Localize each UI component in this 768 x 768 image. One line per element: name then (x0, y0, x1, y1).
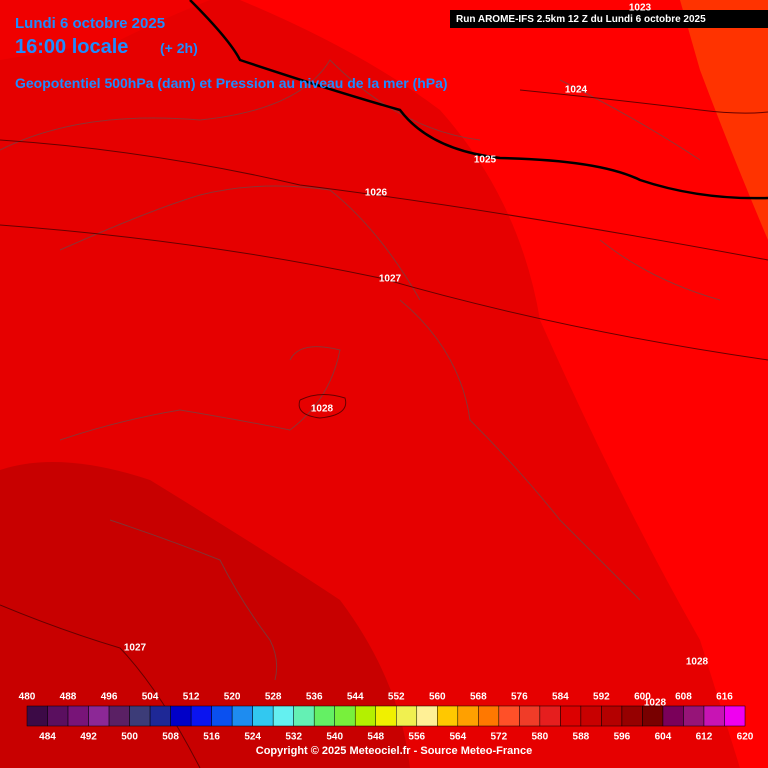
colorbar-swatch (498, 705, 520, 727)
colorbar-label: 616 (716, 692, 733, 703)
colorbar-swatch (334, 705, 356, 727)
colorbar-swatch (149, 705, 171, 727)
colorbar-label: 588 (573, 732, 590, 743)
isobar-label: 1028 (686, 657, 709, 668)
time-offset: (+ 2h) (160, 40, 198, 56)
colorbar-swatch (354, 705, 376, 727)
colorbar-swatch (375, 705, 397, 727)
colorbar-label: 568 (470, 692, 487, 703)
colorbar-label: 492 (80, 732, 97, 743)
colorbar-swatch (703, 705, 725, 727)
colorbar-label: 548 (367, 732, 384, 743)
colorbar-label: 516 (203, 732, 220, 743)
colorbar-label: 504 (142, 692, 159, 703)
colorbar-label: 520 (224, 692, 241, 703)
colorbar-label: 532 (285, 732, 302, 743)
colorbar-swatch (457, 705, 479, 727)
colorbar-swatch (293, 705, 315, 727)
field-zone (0, 0, 210, 60)
run-info: Run AROME-IFS 2.5km 12 Z du Lundi 6 octo… (456, 14, 706, 25)
colorbar-label: 500 (121, 732, 138, 743)
colorbar-label: 512 (183, 692, 200, 703)
colorbar-label: 528 (265, 692, 282, 703)
colorbar-label: 484 (39, 732, 56, 743)
colorbar-swatch (313, 705, 335, 727)
colorbar-label: 552 (388, 692, 405, 703)
colorbar-swatch (416, 705, 438, 727)
colorbar-label: 608 (675, 692, 692, 703)
isobar-label: 1027 (379, 274, 402, 285)
colorbar-swatch (478, 705, 500, 727)
colorbar-swatch (519, 705, 541, 727)
colorbar-label: 564 (449, 732, 466, 743)
colorbar-swatch (190, 705, 212, 727)
colorbar-label: 540 (326, 732, 343, 743)
colorbar-swatch (252, 705, 274, 727)
date: Lundi 6 octobre 2025 (15, 15, 165, 32)
field-zone (0, 462, 410, 768)
field-zone (680, 0, 768, 240)
isobar-label: 1025 (474, 155, 497, 166)
colorbar-swatch (580, 705, 602, 727)
colorbar-swatch (539, 705, 561, 727)
colorbar-label: 536 (306, 692, 323, 703)
colorbar-swatch (396, 705, 418, 727)
isobar-label: 1023 (629, 3, 652, 14)
colorbar-label: 592 (593, 692, 610, 703)
isobar-label: 1026 (365, 188, 388, 199)
colorbar-label: 620 (737, 732, 754, 743)
colorbar-label: 488 (60, 692, 77, 703)
colorbar-swatch (211, 705, 233, 727)
colorbar-label: 612 (696, 732, 713, 743)
colorbar-swatch (67, 705, 89, 727)
colorbar-label: 556 (408, 732, 425, 743)
colorbar-swatch (437, 705, 459, 727)
colorbar-swatch (642, 705, 664, 727)
time: 16:00 locale (15, 36, 128, 58)
colorbar-label: 604 (655, 732, 672, 743)
colorbar-swatch (26, 705, 48, 727)
colorbar-label: 600 (634, 692, 651, 703)
colorbar-label: 544 (347, 692, 364, 703)
copyright: Copyright © 2025 Meteociel.fr - Source M… (256, 745, 532, 757)
colorbar-swatch (724, 705, 746, 727)
colorbar-label: 596 (614, 732, 631, 743)
colorbar-swatch (662, 705, 684, 727)
colorbar-label: 572 (490, 732, 507, 743)
run-banner (450, 10, 768, 28)
colorbar-swatch (601, 705, 623, 727)
isobar-label: 1024 (565, 85, 588, 96)
colorbar-swatch (129, 705, 151, 727)
isobar-label: 1027 (124, 643, 147, 654)
colorbar-swatch (108, 705, 130, 727)
colorbar-label: 480 (19, 692, 36, 703)
colorbar-label: 560 (429, 692, 446, 703)
isobar-label: 1028 (311, 404, 334, 415)
colorbar-label: 576 (511, 692, 528, 703)
colorbar-label: 580 (532, 732, 549, 743)
subtitle: Geopotentiel 500hPa (dam) et Pression au… (15, 75, 448, 91)
colorbar-swatch (272, 705, 294, 727)
colorbar-swatch (560, 705, 582, 727)
colorbar-swatch (683, 705, 705, 727)
colorbar-swatch (47, 705, 69, 727)
colorbar-label: 496 (101, 692, 118, 703)
colorbar-swatch (231, 705, 253, 727)
colorbar-label: 584 (552, 692, 569, 703)
coastlines (0, 59, 721, 681)
colorbar-label: 508 (162, 732, 179, 743)
isobar-label: 1028 (644, 698, 667, 709)
colorbar-swatch (170, 705, 192, 727)
colorbar-swatch (88, 705, 110, 727)
colorbar-label: 524 (244, 732, 261, 743)
colorbar-swatch (621, 705, 643, 727)
